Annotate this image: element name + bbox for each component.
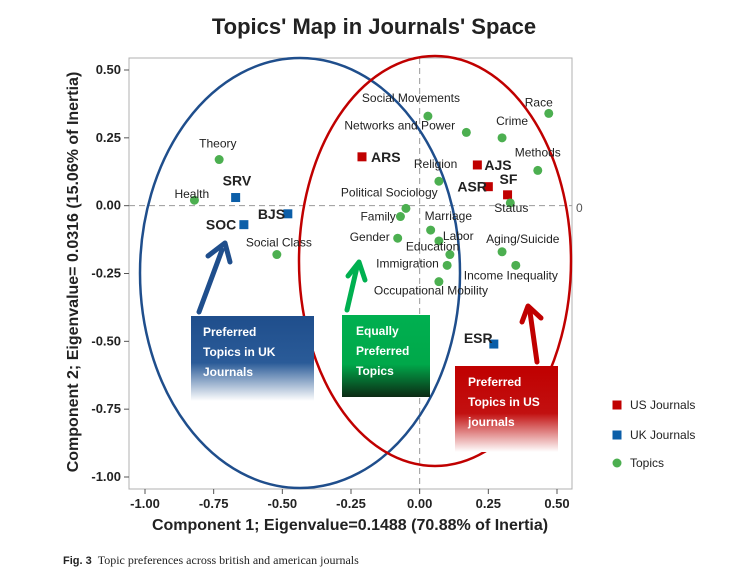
topic-point-occupational-mobility [434, 277, 444, 287]
topic-point-gender [393, 233, 403, 243]
topic-label-gender: Gender [350, 230, 390, 244]
journal-label-asr: ASR [457, 179, 487, 195]
journal-label-bjs: BJS [258, 206, 285, 222]
uk-annotation-text: Preferred Topics in UK Journals [203, 325, 279, 379]
y-tick-label: -0.50 [91, 333, 121, 348]
topic-point-education [445, 250, 455, 260]
equal-annotation-text: Equally Preferred Topics [356, 324, 413, 378]
topic-label-social-class: Social Class [246, 236, 312, 250]
topic-label-theory: Theory [199, 137, 236, 151]
topic-point-aging-suicide [497, 247, 507, 257]
legend-label-us-journals: US Journals [630, 398, 695, 412]
topic-label-status: Status [494, 201, 528, 215]
journal-point-srv [231, 193, 241, 203]
us-ellipse [297, 54, 573, 468]
topic-point-religion [434, 176, 444, 186]
topic-point-methods [533, 165, 543, 175]
journal-label-sf: SF [500, 171, 518, 187]
journal-label-soc: SOC [206, 217, 236, 233]
us-annotation-box [455, 366, 558, 452]
topic-label-crime: Crime [496, 114, 528, 128]
x-axis-label: Component 1; Eigenvalue=0.1488 (70.88% o… [152, 517, 548, 534]
topic-point-immigration [442, 260, 452, 270]
us-annotation-text: Preferred Topics in US journals [467, 375, 543, 429]
topic-point-political-sociology [401, 203, 411, 213]
topic-point-labor [434, 236, 444, 246]
topic-label-family: Family [360, 210, 395, 224]
chart-title: Topics' Map in Journals' Space [212, 14, 536, 39]
journal-label-esr: ESR [464, 330, 493, 346]
topic-point-income-inequality [511, 260, 521, 270]
y-tick-label: 0.00 [96, 198, 121, 213]
legend-label-uk-journals: UK Journals [630, 428, 695, 442]
topic-label-aging-suicide: Aging/Suicide [486, 232, 560, 246]
us-arrow [519, 303, 544, 365]
legend-marker-us-journals [612, 400, 622, 410]
y-tick-label: 0.50 [96, 62, 121, 77]
journal-point-ars [357, 152, 367, 162]
journal-point-soc [239, 220, 249, 230]
x-tick-label: 0.00 [407, 496, 432, 511]
y-tick-label: 0.25 [96, 130, 121, 145]
topic-label-social-movements: Social Movements [362, 91, 460, 105]
x-tick-label: 0.50 [544, 496, 569, 511]
equal-arrow [344, 259, 368, 313]
legend-label-topics: Topics [630, 456, 664, 470]
journal-point-esr [489, 339, 499, 349]
caption-text: Topic preferences across british and ame… [97, 553, 359, 567]
x-tick-label: -0.50 [268, 496, 298, 511]
topic-label-health: Health [174, 187, 209, 201]
topic-label-race: Race [525, 95, 553, 109]
journal-label-ars: ARS [371, 149, 401, 165]
topic-point-health [189, 195, 199, 205]
journal-point-asr [483, 182, 493, 192]
topic-point-social-movements [423, 111, 433, 121]
topic-label-occupational-mobility: Occupational Mobility [374, 284, 488, 298]
topic-point-theory [214, 155, 224, 165]
topic-label-methods: Methods [515, 145, 561, 159]
legend-marker-topics [612, 458, 622, 468]
topic-label-labor: Labor [443, 229, 474, 243]
topic-point-status [505, 198, 515, 208]
y-tick-label: -0.75 [91, 401, 121, 416]
x-tick-label: -0.25 [336, 496, 366, 511]
uk-annotation-box [191, 316, 314, 401]
x-tick-label: 0.25 [476, 496, 501, 511]
topic-label-income-inequality: Income Inequality [464, 268, 558, 282]
uk-arrow [196, 240, 233, 315]
topic-label-marriage: Marriage [425, 209, 473, 223]
x-tick-label: -0.75 [199, 496, 229, 511]
topic-point-networks-and-power [461, 127, 471, 137]
topic-point-race [544, 108, 554, 118]
figure-caption: Fig. 3 Topic preferences across british a… [63, 553, 359, 568]
topic-label-education: Education [406, 240, 459, 254]
figure-label: Fig. 3 [63, 555, 92, 567]
legend-marker-uk-journals [612, 430, 622, 440]
y-tick-label: -0.25 [91, 266, 121, 281]
topic-point-marriage [426, 225, 436, 235]
topic-label-immigration: Immigration [376, 256, 439, 270]
y-tick-label: -1.00 [91, 469, 121, 484]
topic-point-crime [497, 133, 507, 143]
journal-label-ajs: AJS [484, 157, 511, 173]
journal-label-srv: SRV [223, 173, 252, 189]
journal-point-ajs [472, 160, 482, 170]
equal-annotation-box [342, 315, 430, 397]
journal-point-bjs [283, 209, 293, 219]
topic-label-political-sociology: Political Sociology [341, 185, 438, 199]
zero-line-label: 0 [576, 201, 583, 215]
x-tick-label: -1.00 [130, 496, 160, 511]
topic-point-social-class [272, 250, 282, 260]
y-axis-label: Component 2; Eigenvalue= 0.0316 (15.06% … [65, 72, 82, 473]
topic-label-networks-and-power: Networks and Power [344, 118, 455, 132]
topic-label-religion: Religion [414, 157, 457, 171]
topic-point-family [395, 212, 405, 222]
journal-point-sf [503, 190, 513, 200]
uk-ellipse [138, 56, 462, 490]
